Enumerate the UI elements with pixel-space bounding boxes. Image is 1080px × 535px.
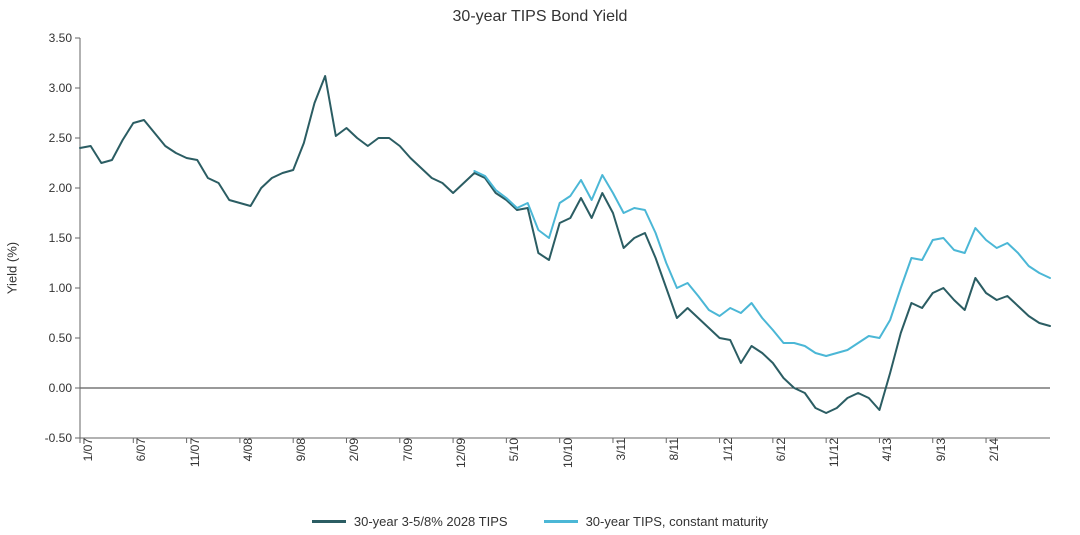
legend-item-tips_2028: 30-year 3-5/8% 2028 TIPS — [312, 514, 508, 529]
legend-swatch — [312, 520, 346, 523]
xtick-label: 1/07 — [71, 438, 89, 461]
xtick-label: 8/11 — [657, 438, 675, 460]
ytick-label: 3.00 — [49, 81, 80, 95]
ytick-label: 0.00 — [49, 381, 80, 395]
ytick-label: 2.00 — [49, 181, 80, 195]
chart-container: 30-year TIPS Bond Yield Yield (%) -0.500… — [0, 0, 1080, 535]
series-line-tips_constant — [474, 171, 1050, 356]
xtick-label: 11/07 — [178, 438, 196, 467]
xtick-label: 10/10 — [551, 438, 569, 468]
ytick-label: 0.50 — [49, 331, 80, 345]
ytick-label: 1.00 — [49, 281, 80, 295]
xtick-label: 1/12 — [711, 438, 729, 461]
xtick-label: 4/13 — [870, 438, 888, 461]
legend-item-tips_constant: 30-year TIPS, constant maturity — [544, 514, 769, 529]
legend-label: 30-year 3-5/8% 2028 TIPS — [354, 514, 508, 529]
xtick-label: 6/07 — [124, 438, 142, 461]
xtick-label: 4/08 — [231, 438, 249, 461]
xtick-label: 11/12 — [817, 438, 835, 467]
xtick-label: 5/10 — [497, 438, 515, 461]
plot-area: -0.500.000.501.001.502.002.503.003.501/0… — [80, 38, 1050, 438]
ytick-label: 3.50 — [49, 31, 80, 45]
xtick-label: 3/11 — [604, 438, 622, 460]
xtick-label: 9/13 — [924, 438, 942, 461]
chart-title: 30-year TIPS Bond Yield — [0, 8, 1080, 26]
xtick-label: 7/09 — [391, 438, 409, 461]
ytick-label: 1.50 — [49, 231, 80, 245]
series-line-tips_2028 — [80, 76, 1050, 413]
ytick-label: 2.50 — [49, 131, 80, 145]
legend: 30-year 3-5/8% 2028 TIPS 30-year TIPS, co… — [0, 511, 1080, 529]
chart-svg — [80, 38, 1050, 438]
xtick-label: 12/09 — [444, 438, 462, 468]
xtick-label: 2/14 — [977, 438, 995, 461]
legend-label: 30-year TIPS, constant maturity — [586, 514, 769, 529]
legend-swatch — [544, 520, 578, 523]
xtick-label: 2/09 — [337, 438, 355, 461]
xtick-label: 6/12 — [764, 438, 782, 461]
xtick-label: 9/08 — [284, 438, 302, 461]
y-axis-label: Yield (%) — [5, 241, 20, 293]
